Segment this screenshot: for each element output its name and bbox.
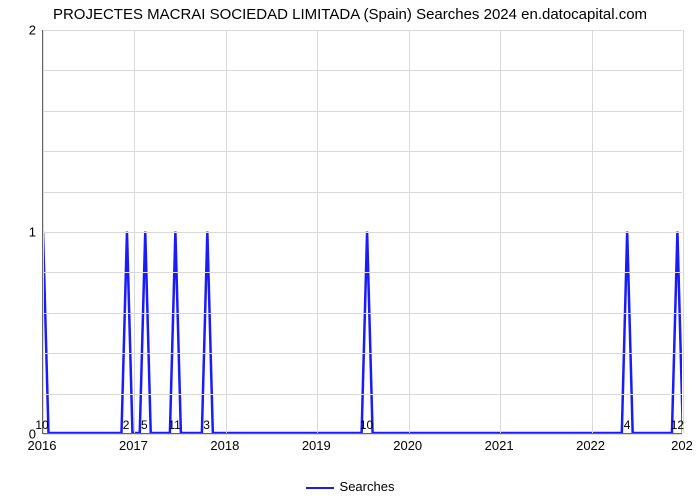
gridline-horizontal-minor [43,353,682,354]
gridline-vertical [683,30,684,433]
x-axis-tick-label: 2020 [393,438,422,453]
x-axis-tick-label: 2021 [485,438,514,453]
chart-title: PROJECTES MACRAI SOCIEDAD LIMITADA (Spai… [0,6,700,23]
gridline-horizontal-minor [43,70,682,71]
plot-area [42,30,682,434]
legend-label: Searches [340,479,395,494]
x-axis-tick-label: 2017 [119,438,148,453]
gridline-vertical [592,30,593,433]
gridline-horizontal-minor [43,313,682,314]
data-point-label: 10 [35,418,48,432]
data-point-label: 11 [168,418,180,432]
gridline-horizontal-minor [43,394,682,395]
gridline-vertical [226,30,227,433]
x-axis-tick-label: 2016 [28,438,57,453]
data-point-label: 12 [671,418,684,432]
data-point-label: 3 [203,418,210,432]
gridline-vertical [317,30,318,433]
legend: Searches [0,479,700,494]
x-axis-tick-label: 2018 [210,438,239,453]
gridline-horizontal [43,434,682,435]
data-point-label: 2 [123,418,130,432]
y-axis-tick-label: 1 [0,225,36,240]
data-point-label: 10 [360,418,373,432]
data-point-label: 4 [624,418,631,432]
gridline-vertical [409,30,410,433]
legend-swatch [306,487,334,489]
gridline-horizontal [43,232,682,233]
gridline-horizontal-minor [43,111,682,112]
chart-container: PROJECTES MACRAI SOCIEDAD LIMITADA (Spai… [0,0,700,500]
x-axis-tick-label: 202 [671,438,693,453]
gridline-horizontal-minor [43,192,682,193]
x-axis-tick-label: 2022 [576,438,605,453]
gridline-vertical [500,30,501,433]
gridline-horizontal-minor [43,151,682,152]
y-axis-tick-label: 2 [0,23,36,38]
gridline-horizontal-minor [43,272,682,273]
gridline-horizontal [43,30,682,31]
data-point-label: 5 [141,418,148,432]
gridline-vertical [43,30,44,433]
x-axis-tick-label: 2019 [302,438,331,453]
gridline-vertical [134,30,135,433]
